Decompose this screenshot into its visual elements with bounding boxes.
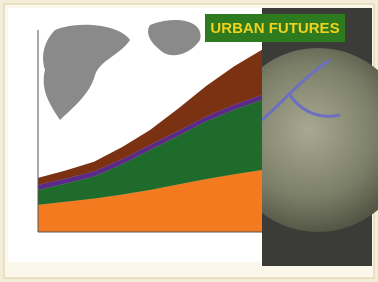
page: {"chart_data":{"type":"stacked-area","ti… (0, 0, 378, 282)
chart-title: URBAN FUTURES (210, 20, 339, 37)
poster: URBAN FUTURES (0, 0, 378, 282)
